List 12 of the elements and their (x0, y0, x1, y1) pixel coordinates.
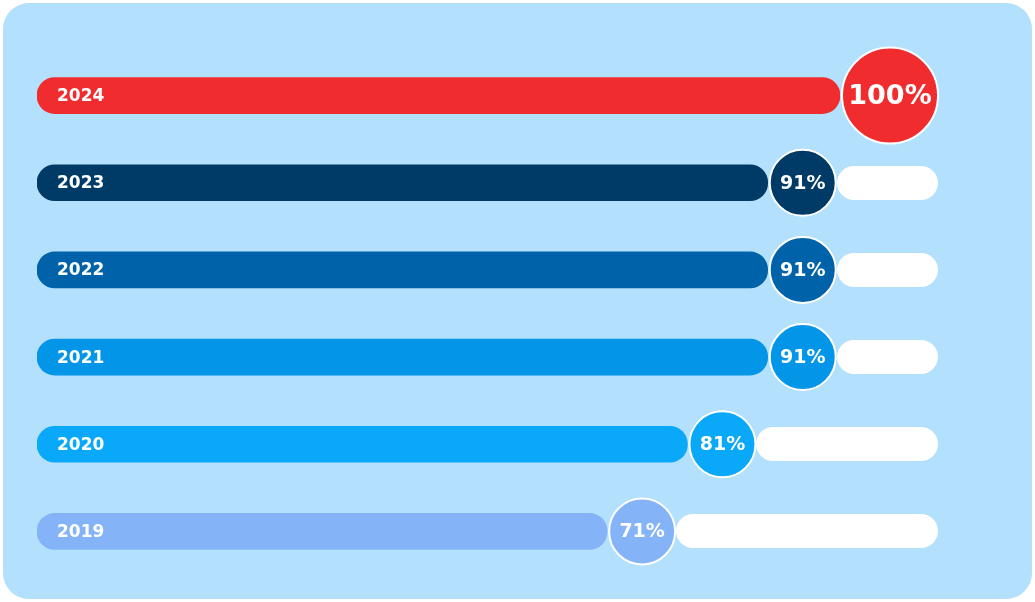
y-tick-label: 2020 (57, 433, 105, 454)
data-label: 91% (779, 345, 826, 368)
y-tick-label: 2023 (57, 172, 105, 193)
data-label: 71% (619, 519, 665, 542)
y-tick-label: 2021 (57, 346, 105, 367)
data-label: 81% (699, 432, 746, 455)
data-label: 91% (779, 170, 826, 193)
y-tick-label: 2019 (57, 520, 105, 541)
data-label: 91% (779, 257, 826, 280)
y-tick-label: 2024 (57, 85, 105, 106)
data-label: 100% (848, 78, 932, 110)
y-tick-label: 2022 (57, 259, 105, 280)
